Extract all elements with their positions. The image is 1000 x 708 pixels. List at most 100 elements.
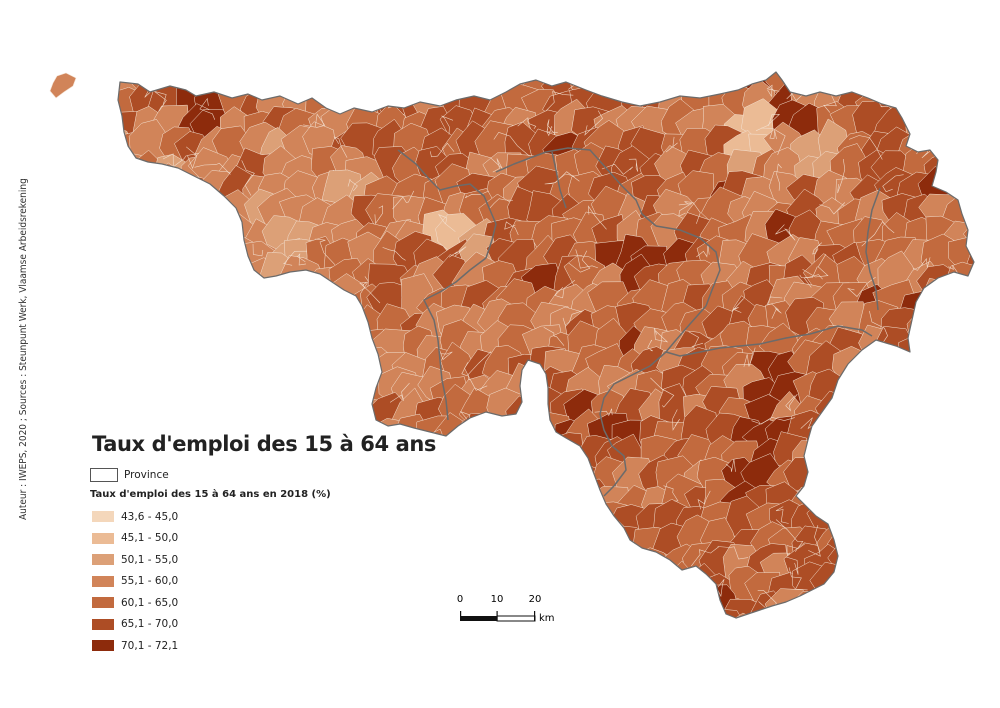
municipality-patch (852, 524, 898, 571)
municipality-patch (941, 548, 974, 586)
municipality-patch (546, 542, 591, 588)
municipality-patch (118, 260, 147, 300)
municipality-patch (900, 563, 943, 612)
municipality-patch (27, 284, 63, 325)
municipality-boundary (847, 276, 876, 297)
municipality-boundary (387, 595, 416, 614)
municipality-patch (167, 282, 215, 323)
municipality-patch (943, 72, 974, 101)
municipality-boundary (579, 608, 605, 618)
municipality-patch (819, 484, 860, 519)
municipality-patch (138, 237, 174, 273)
municipality-patch (42, 349, 80, 387)
municipality-patch (950, 322, 974, 366)
municipality-patch (18, 543, 57, 584)
municipality-patch (840, 409, 880, 452)
municipality-patch (181, 326, 216, 360)
municipality-patch (176, 296, 217, 341)
municipality-patch (118, 187, 147, 235)
municipality-patch (486, 387, 526, 433)
legend-label: 43,6 - 45,0 (121, 510, 179, 523)
province-boundaries (397, 147, 881, 497)
municipality-patch (365, 538, 403, 583)
municipality-boundary (931, 562, 965, 580)
municipality-patch (503, 479, 541, 522)
municipality-patch (678, 72, 713, 100)
municipality-patch (971, 297, 974, 342)
municipality-patch (197, 375, 238, 409)
municipality-patch (487, 510, 527, 545)
municipality-patch (877, 548, 928, 592)
municipality-patch (879, 567, 918, 614)
municipality-patch (156, 72, 194, 80)
municipality-boundary (688, 331, 704, 348)
scale-segment-white (496, 615, 536, 622)
municipality-patch (324, 478, 369, 516)
municipality-patch (553, 508, 592, 544)
municipality-patch (965, 449, 974, 499)
municipality-patch (917, 440, 959, 480)
legend-item-4: 60,1 - 65,0 (90, 592, 331, 614)
municipality-patch (175, 211, 221, 254)
municipality-boundary (848, 393, 870, 412)
municipality-patch (523, 72, 573, 83)
municipality-boundary (439, 349, 453, 360)
municipality-patch (39, 259, 75, 300)
municipality-patch (118, 370, 139, 412)
municipality-boundary (186, 146, 199, 170)
municipality-patch (549, 523, 594, 564)
municipality-patch (570, 72, 606, 76)
municipality-patch (118, 365, 123, 407)
municipality-patch (850, 72, 897, 79)
municipality-patch (41, 33, 90, 77)
municipality-patch (645, 72, 686, 101)
municipality-boundary (572, 589, 595, 609)
legend-swatch (92, 597, 114, 609)
municipality-patch (903, 72, 943, 103)
municipality-patch (939, 279, 974, 322)
municipality-boundary (174, 259, 202, 274)
municipality-patch (525, 504, 574, 549)
municipality-patch (856, 413, 897, 456)
municipality-boundary (423, 591, 437, 603)
municipality-patch (258, 348, 297, 397)
municipality-patch (26, 237, 62, 277)
municipality-patch (124, 214, 166, 252)
municipality-patch (858, 373, 900, 415)
municipality-boundary (931, 472, 942, 491)
municipality-patch (177, 346, 213, 389)
municipality-boundary (785, 393, 798, 412)
municipality-boundary (554, 280, 576, 299)
municipality-patch (912, 300, 955, 344)
municipality-patch (947, 110, 974, 151)
municipality-patch (437, 460, 475, 500)
municipality-boundary (347, 179, 358, 192)
municipality-patch (351, 569, 395, 609)
legend-swatch (92, 640, 114, 652)
municipality-boundary (363, 86, 382, 112)
municipality-boundary (858, 431, 875, 451)
municipality-patch (308, 322, 354, 362)
municipality-patch (482, 72, 516, 83)
legend-province-entry: Province (90, 466, 331, 484)
municipality-patch (674, 72, 720, 88)
municipality-patch (463, 72, 502, 79)
municipality-patch (397, 543, 438, 581)
municipality-patch (439, 549, 478, 592)
municipality-patch (569, 540, 616, 584)
municipality-patch (947, 350, 974, 388)
province-swatch (90, 468, 118, 482)
municipality-patch (815, 432, 855, 479)
municipality-boundary (654, 327, 669, 343)
municipality-patch (65, 396, 102, 436)
municipality-boundary (848, 135, 883, 160)
municipality-boundary (587, 575, 607, 592)
scale-segment-black (460, 616, 497, 621)
municipality-patch (39, 589, 84, 626)
municipality-patch (152, 325, 197, 361)
municipality-patch (485, 454, 523, 498)
municipality-patch (901, 414, 943, 454)
municipality-patch (215, 260, 253, 298)
municipality-patch (451, 458, 494, 498)
